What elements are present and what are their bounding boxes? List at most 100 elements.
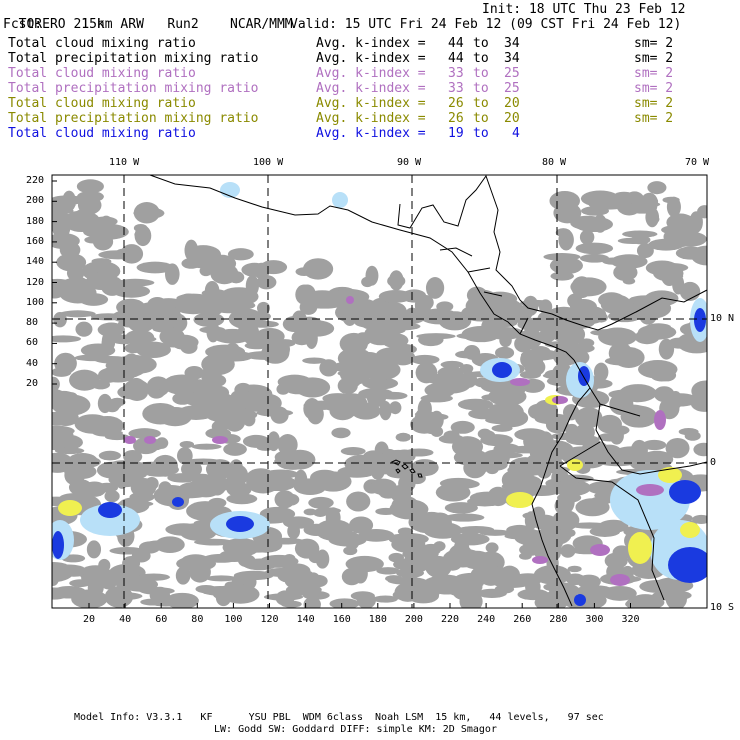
- valid-time: Valid: 15 UTC Fri 24 Feb 12 (09 CST Fri …: [290, 17, 682, 32]
- cloud-area: [581, 206, 609, 216]
- cloud-area: [98, 215, 114, 235]
- cloud-area: [574, 216, 613, 233]
- cloud-area: [379, 401, 392, 421]
- cloud-area: [444, 513, 485, 522]
- cloud-area: [69, 369, 100, 391]
- cloud-area: [522, 511, 546, 520]
- x-axis-tick-label: 180: [368, 614, 387, 625]
- cloud-area: [52, 441, 66, 450]
- purple-area: [212, 436, 228, 444]
- cloud-area: [456, 332, 495, 340]
- cloud-area: [54, 447, 85, 455]
- legend-kindex-to: 34: [504, 51, 520, 66]
- cloud-area: [201, 307, 215, 320]
- cloud-area: [179, 440, 195, 449]
- cloud-area: [451, 479, 480, 489]
- cloud-area: [164, 263, 180, 285]
- legend-smoothing: sm= 2: [634, 36, 674, 51]
- cloud-area: [274, 490, 295, 509]
- cloud-area: [575, 242, 614, 255]
- latitude-label: 0: [710, 457, 717, 468]
- cloud-area: [376, 567, 400, 575]
- cloud-area: [201, 353, 235, 376]
- cloud-area: [265, 537, 305, 545]
- cloud-area: [109, 397, 126, 407]
- cloud-area: [128, 428, 161, 439]
- legend-smoothing: sm= 2: [634, 66, 674, 81]
- cloud-area: [175, 566, 191, 585]
- legend-kindex-to: 20: [504, 96, 520, 111]
- cloud-area: [59, 310, 96, 318]
- cloud-area: [645, 323, 672, 331]
- purple-area: [610, 574, 630, 586]
- cloud-area: [376, 368, 391, 381]
- y-axis-tick-label: 140: [26, 256, 45, 268]
- cloud-area: [99, 570, 118, 590]
- model-name: TORERO: [18, 17, 66, 32]
- cloud-area: [630, 235, 651, 245]
- cloud-area: [522, 295, 539, 316]
- cloud-area: [396, 568, 425, 578]
- blue-core: [694, 308, 706, 332]
- legend-smoothing: sm= 2: [634, 51, 674, 66]
- cloud-area: [589, 526, 621, 537]
- cloud-area: [349, 516, 374, 534]
- x-axis-tick-label: 240: [477, 614, 496, 625]
- legend-kindex-label: Avg. k-index =: [316, 96, 426, 111]
- cloud-area: [666, 196, 681, 218]
- cloud-area: [74, 209, 92, 224]
- cloud-area: [205, 575, 237, 582]
- cloud-area: [284, 383, 311, 395]
- legend-kindex-from: 33: [448, 81, 464, 96]
- x-axis-tick-label: 320: [621, 614, 640, 625]
- yellow-area: [628, 532, 652, 564]
- cloud-area: [479, 457, 501, 473]
- cloud-area: [295, 267, 313, 277]
- cloud-area: [580, 448, 600, 464]
- cloud-area: [425, 277, 445, 299]
- cloud-area: [579, 253, 610, 263]
- cloud-area: [384, 301, 402, 314]
- cloud-area: [76, 179, 104, 194]
- cloud-area: [121, 577, 159, 592]
- cloud-area: [612, 545, 631, 560]
- purple-area: [636, 484, 664, 496]
- cloud-area: [328, 533, 367, 547]
- cloud-area: [567, 481, 580, 488]
- cloud-area: [391, 495, 419, 516]
- model-info-line: Model Info: V3.3.1 KF YSU PBL WDM 6class…: [74, 712, 604, 723]
- cloud-area: [254, 469, 277, 490]
- x-axis-tick-label: 120: [260, 614, 279, 625]
- cloud-area: [356, 352, 370, 368]
- legend-kindex-label: Avg. k-index =: [316, 126, 426, 141]
- cloud-area: [520, 349, 544, 370]
- legend-field: Total cloud mixing ratio: [8, 66, 196, 81]
- cloud-area: [215, 395, 253, 409]
- cloud-area: [565, 573, 585, 586]
- yellow-area: [680, 522, 700, 538]
- purple-area: [590, 544, 610, 556]
- cloud-area: [189, 473, 214, 484]
- y-axis-tick-label: 180: [26, 215, 45, 227]
- cloud-area: [315, 549, 330, 569]
- cloud-area: [443, 430, 460, 441]
- cloud-area: [416, 333, 456, 340]
- cloud-area: [216, 291, 250, 313]
- cloud-area: [386, 469, 421, 479]
- cloud-area: [390, 533, 429, 546]
- cloud-area: [227, 248, 254, 261]
- cloud-area: [104, 490, 120, 503]
- legend-kindex-from: 44: [448, 51, 464, 66]
- cloud-area: [125, 377, 147, 399]
- cloud-area: [634, 329, 660, 345]
- cloud-area: [608, 342, 633, 365]
- x-axis-tick-label: 140: [296, 614, 315, 625]
- legend-field: Total cloud mixing ratio: [8, 36, 196, 51]
- blue-core: [226, 516, 254, 532]
- cloud-area: [559, 342, 595, 354]
- cloud-area: [148, 596, 184, 607]
- legend-field: Total cloud mixing ratio: [8, 96, 196, 111]
- cloud-area: [131, 549, 151, 563]
- legend-kindex-from: 26: [448, 96, 464, 111]
- cloud-area: [308, 496, 334, 509]
